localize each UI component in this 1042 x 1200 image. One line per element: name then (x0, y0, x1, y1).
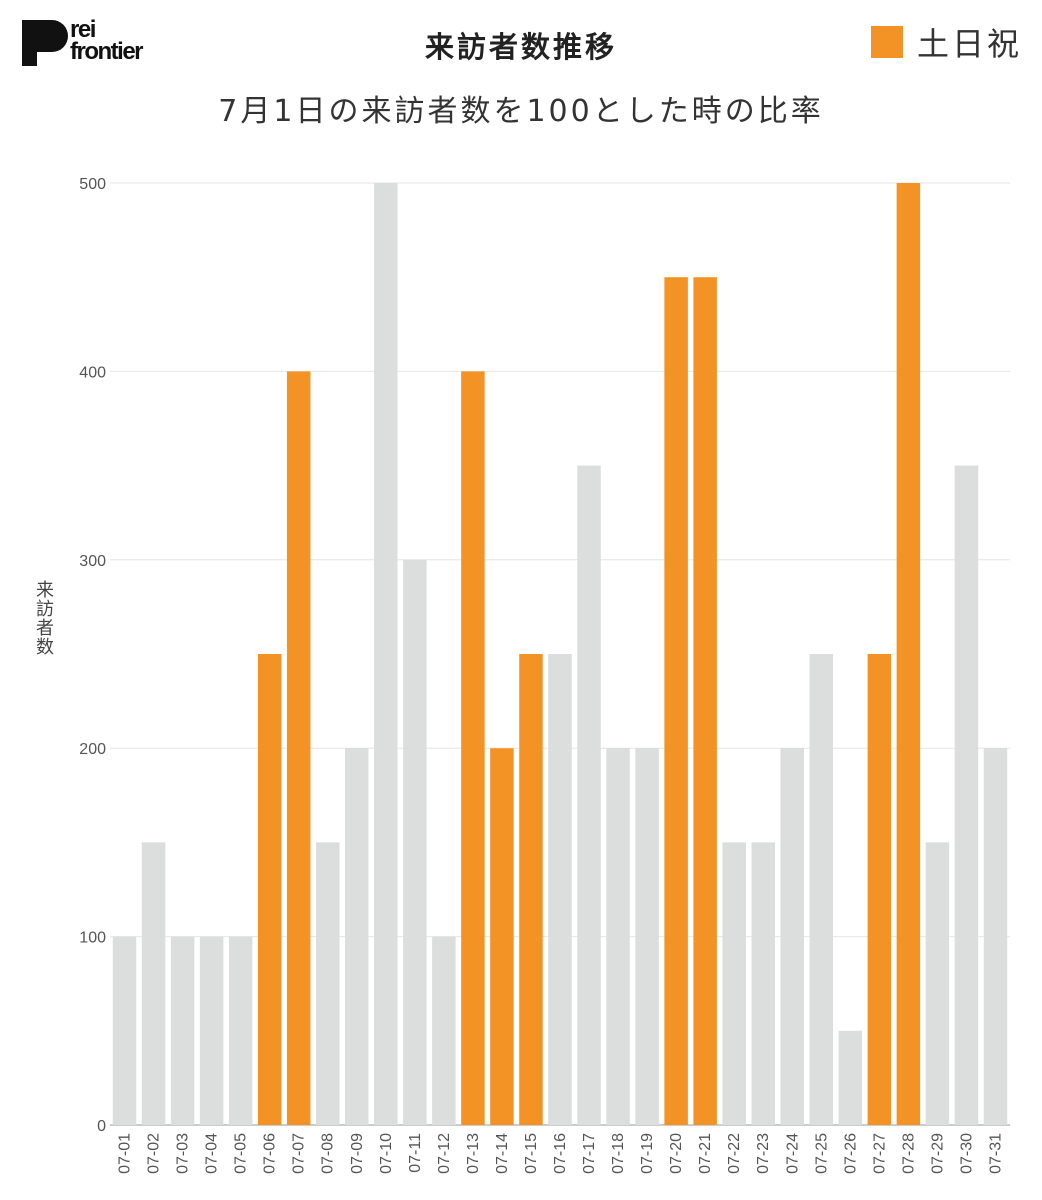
y-axis-label: 来訪者数 (33, 580, 54, 656)
chart-title: 来訪者数推移 (424, 30, 617, 64)
bars (112, 183, 1008, 1126)
x-tick-label: 07-08 (320, 1133, 337, 1174)
x-tick-label: 07-18 (610, 1133, 627, 1174)
x-tick-label: 07-19 (639, 1133, 656, 1174)
x-tick-label: 07-01 (117, 1133, 134, 1174)
bar-07-14 (490, 748, 514, 1125)
x-tick-label: 07-30 (958, 1133, 975, 1174)
x-tick-label: 07-05 (233, 1133, 250, 1174)
x-tick-label: 07-17 (581, 1133, 598, 1174)
x-tick-label: 07-14 (494, 1133, 511, 1174)
bar-07-30 (954, 465, 979, 1126)
bar-07-13 (461, 371, 485, 1125)
x-tick-label: 07-25 (813, 1133, 830, 1174)
logo-text-frontier: frontier (70, 38, 144, 65)
x-tick-label: 07-20 (668, 1133, 685, 1174)
bar-07-24 (780, 748, 805, 1125)
x-tick-label: 07-04 (204, 1133, 221, 1174)
x-tick-label: 07-11 (407, 1133, 424, 1173)
bar-07-09 (345, 748, 369, 1125)
x-tick-label: 07-12 (436, 1133, 453, 1174)
bar-07-23 (751, 842, 775, 1125)
x-tick-label: 07-23 (755, 1133, 772, 1174)
x-tick-labels: 07-01 07-02 07-03 07-04 07-05 07-06 07-07 07-08… (117, 1133, 1005, 1174)
x-tick-label: 07-26 (842, 1133, 859, 1174)
bar-07-04 (199, 936, 224, 1125)
bar-07-19 (635, 748, 659, 1125)
x-tick-label: 07-29 (929, 1133, 946, 1174)
y-tick-label: 100 (79, 930, 106, 947)
bar-07-25 (809, 654, 834, 1125)
legend-label-holiday: 土日祝 (916, 25, 1022, 63)
bar-07-01 (112, 936, 137, 1125)
bar-07-07 (286, 371, 311, 1125)
x-tick-label: 07-13 (465, 1133, 482, 1174)
bar-07-11 (403, 559, 427, 1125)
bar-07-27 (867, 654, 892, 1125)
x-tick-label: 07-06 (262, 1133, 279, 1174)
bar-07-26 (838, 1030, 863, 1125)
bar-07-12 (432, 936, 456, 1125)
bar-07-02 (141, 842, 166, 1125)
y-tick-label: 200 (79, 741, 106, 758)
bar-07-03 (170, 936, 195, 1125)
x-tick-label: 07-31 (987, 1133, 1004, 1174)
bar-07-22 (722, 842, 746, 1125)
x-tick-label: 07-21 (697, 1133, 714, 1174)
bar-07-28 (896, 183, 921, 1125)
y-tick-label: 0 (97, 1118, 106, 1135)
bar-07-08 (315, 842, 340, 1125)
bar-07-05 (228, 936, 253, 1125)
y-tick-label: 300 (79, 553, 106, 570)
bar-07-20 (664, 277, 688, 1125)
x-tick-label: 07-16 (552, 1133, 569, 1174)
bar-07-31 (983, 748, 1008, 1125)
bar-07-29 (925, 842, 950, 1125)
bar-07-16 (548, 654, 572, 1125)
x-tick-label: 07-28 (900, 1133, 917, 1174)
logo-mark-icon (22, 20, 68, 66)
bar-07-06 (257, 654, 282, 1125)
x-tick-label: 07-24 (784, 1133, 801, 1174)
x-tick-label: 07-15 (523, 1133, 540, 1174)
logo: rei frontier (22, 16, 172, 70)
bar-07-17 (577, 465, 601, 1126)
bar-07-10 (374, 183, 398, 1125)
y-tick-label: 500 (79, 176, 106, 193)
y-tick-label: 400 (79, 364, 106, 381)
bar-07-18 (606, 748, 630, 1125)
chart-subtitle: 7月1日の来訪者数を100とした時の比率 (218, 94, 824, 129)
legend-swatch (870, 26, 903, 58)
x-tick-label: 07-27 (871, 1133, 888, 1174)
logo-text-rei: rei (70, 16, 96, 43)
x-tick-label: 07-22 (726, 1133, 743, 1174)
x-tick-label: 07-07 (291, 1133, 308, 1174)
y-tick-labels: 0 100 200 300 400 500 (79, 176, 106, 1135)
x-tick-label: 07-09 (349, 1133, 366, 1174)
bar-07-15 (519, 654, 543, 1125)
bar-07-21 (693, 277, 717, 1125)
x-tick-label: 07-03 (175, 1133, 192, 1174)
legend: 土日祝 (870, 22, 1022, 63)
x-tick-label: 07-02 (146, 1133, 163, 1174)
x-tick-label: 07-10 (378, 1133, 395, 1174)
